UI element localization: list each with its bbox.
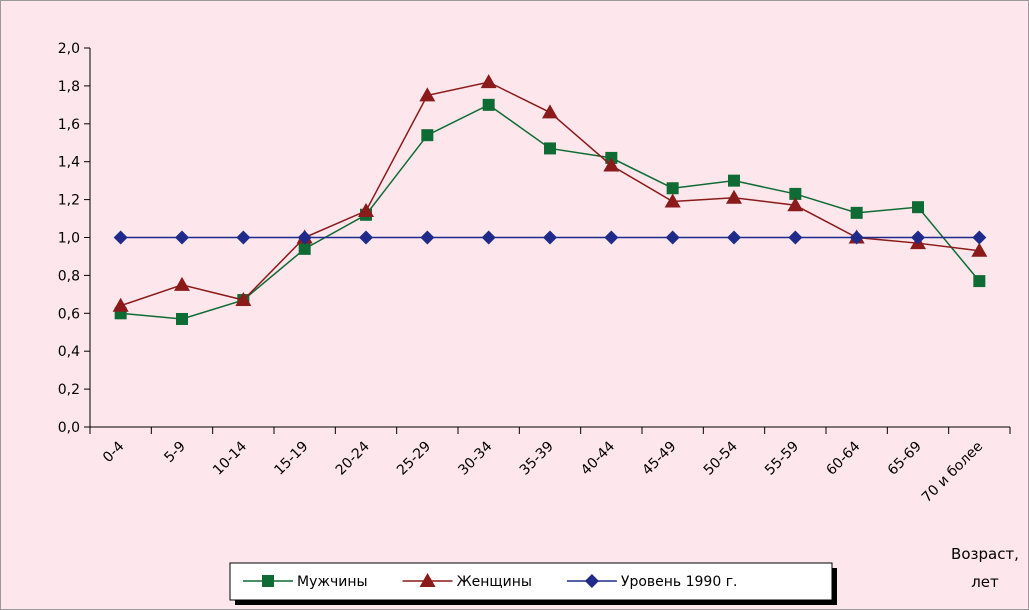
legend: Мужчины Женщины Уровень 1990 г. (229, 562, 837, 605)
data-point (297, 230, 312, 245)
y-tick-label: 0,0 (58, 420, 80, 436)
data-point (298, 242, 311, 255)
data-point (175, 230, 189, 245)
data-point (912, 201, 924, 214)
y-tick-label: 0,8 (58, 268, 80, 284)
data-point (359, 230, 373, 245)
data-point (358, 202, 374, 217)
data-point (666, 182, 679, 195)
legend-box (229, 562, 833, 601)
data-point (174, 276, 190, 291)
y-tick-label: 1,8 (58, 79, 80, 95)
data-point (112, 297, 129, 312)
data-point (727, 230, 741, 245)
data-point (420, 230, 435, 245)
y-tick-label: 0,6 (58, 306, 80, 322)
data-point (113, 230, 128, 245)
data-point (480, 74, 497, 89)
data-point (728, 174, 740, 187)
data-point (235, 292, 252, 307)
data-point (421, 129, 434, 142)
y-tick-label: 1,2 (58, 193, 80, 209)
data-point (603, 157, 620, 172)
y-tick-label: 1,6 (58, 117, 80, 133)
y-tick-label: 2,0 (58, 41, 80, 57)
data-point (236, 230, 251, 245)
legend-label: Женщины (457, 574, 532, 590)
data-point (544, 142, 556, 155)
data-point (972, 230, 987, 245)
y-tick-label: 0,2 (58, 382, 80, 398)
data-point (482, 98, 495, 111)
y-tick-label: 0,4 (58, 344, 80, 360)
data-point (971, 242, 988, 257)
data-point (604, 230, 619, 245)
data-point (664, 193, 681, 208)
x-axis-label: Возраст, лет (951, 545, 1019, 591)
data-point (419, 87, 436, 102)
data-point (543, 230, 557, 245)
legend-marker (262, 575, 274, 587)
legend-label: Уровень 1990 г. (621, 574, 738, 590)
data-point (789, 187, 802, 200)
data-point (850, 206, 863, 219)
data-point (726, 189, 742, 204)
data-point (787, 197, 804, 212)
data-point (665, 230, 680, 245)
legend-marker (584, 574, 599, 588)
data-point (176, 312, 188, 325)
data-point (481, 230, 496, 245)
legend-marker (419, 573, 436, 587)
data-point (911, 230, 925, 245)
data-point (973, 275, 986, 288)
y-tick-label: 1,4 (58, 155, 80, 171)
data-point (849, 230, 864, 245)
y-tick-label: 1,0 (58, 231, 80, 247)
legend-label: Мужчины (297, 574, 368, 590)
data-point (542, 104, 558, 119)
data-point (788, 230, 803, 245)
